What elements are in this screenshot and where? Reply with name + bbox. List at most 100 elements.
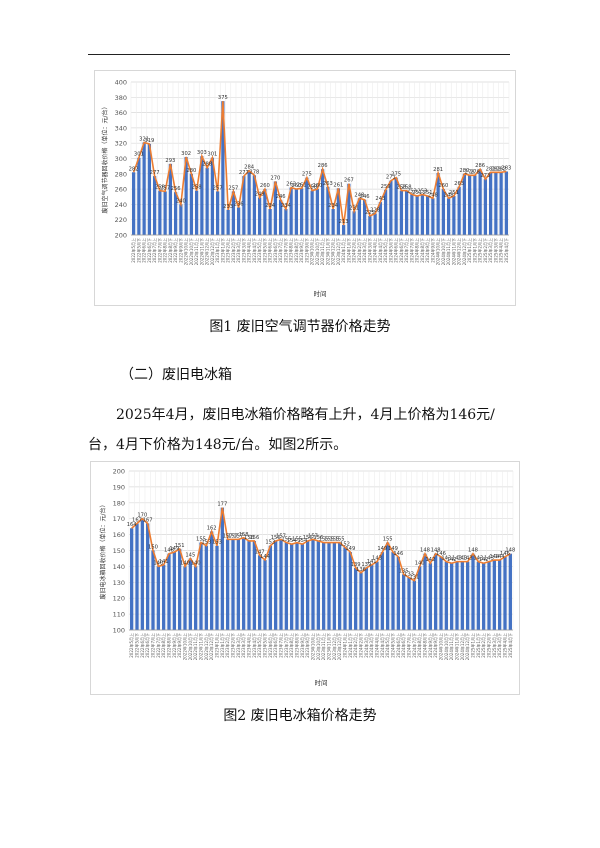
figure2-xtick-label: 2024年12月上 — [459, 633, 465, 660]
figure2-xtick-label: 2022年12月上 — [203, 633, 209, 660]
figure1-xtick-label: 2024年3月下 — [366, 238, 372, 263]
figure1-data-label: 246 — [276, 194, 286, 200]
figure2-data-label: 156 — [303, 535, 313, 541]
figure1-data-label: 234 — [328, 203, 339, 209]
figure2-ytick-label: 100 — [113, 627, 125, 635]
figure2-xtick-label: 2022年12月下 — [208, 633, 214, 660]
figure2-bar — [252, 540, 256, 630]
figure1-xtick-label: 2025年1月上 — [466, 238, 472, 263]
figure2-data-label: 151 — [175, 543, 185, 549]
figure1-xtick-label: 2022年8月上 — [162, 238, 168, 263]
figure2-xtick-label: 2023年5月下 — [262, 633, 268, 658]
figure1-bar — [326, 186, 330, 235]
figure2-xtick-label: 2024年11月下 — [454, 633, 460, 660]
figure1-bar — [210, 157, 215, 235]
figure2-data-label: 143 — [463, 556, 473, 562]
figure1-data-label: 282 — [496, 166, 506, 172]
figure2-data-label: 140 — [415, 560, 425, 566]
figure1-xtick-label: 2022年7月上 — [151, 238, 157, 263]
figure1-xtick-label: 2025年4月上 — [498, 238, 504, 263]
figure2-bar — [284, 542, 288, 630]
figure1-bar — [137, 157, 141, 235]
figure1-data-label: 248 — [354, 192, 364, 198]
figure2-xtick-label: 2023年1月上 — [214, 633, 220, 658]
figure1-bar — [478, 169, 482, 235]
figure1-data-label: 278 — [470, 169, 480, 175]
figure2-xtick-label: 2022年5月上 — [128, 633, 134, 658]
figure2-bar — [370, 564, 374, 630]
figure2-xtick-label: 2025年1月下 — [475, 633, 481, 658]
figure1-xtick-label: 2024年3月上 — [361, 238, 367, 263]
figure2-bar — [242, 537, 246, 630]
figure1-xtick-label: 2024年9月下 — [429, 238, 435, 263]
figure2-xtick-label: 2023年6月下 — [272, 633, 278, 658]
figure2-xtick-label: 2022年8月上 — [160, 633, 166, 658]
figure1-bar — [462, 173, 467, 235]
figure1-bar — [278, 199, 283, 235]
figure1-data-label: 249 — [255, 192, 265, 198]
figure2-data-label: 164 — [127, 522, 138, 528]
figure2-data-label: 146 — [393, 551, 403, 557]
figure1-bar — [263, 189, 267, 235]
figure1-data-label: 275 — [391, 172, 401, 178]
figure1-data-label: 248 — [444, 192, 454, 198]
figure1-data-label: 251 — [423, 190, 433, 196]
figure1-xtick-label: 2024年7月上 — [403, 238, 409, 263]
figure2-bar — [231, 539, 235, 630]
figure1-data-label: 283 — [501, 166, 511, 172]
figure2-data-label: 157 — [228, 533, 238, 539]
figure2-data-label: 153 — [201, 540, 211, 546]
figure1-data-label: 225 — [365, 210, 375, 216]
figure1-xtick-label: 2024年7月下 — [408, 238, 414, 263]
figure2-data-label: 157 — [308, 533, 318, 539]
figure1-data-label: 267 — [344, 178, 354, 184]
figure1-xtick-label: 2024年4月上 — [372, 238, 378, 263]
figure1-series-line — [132, 101, 507, 226]
figure1-bar — [247, 170, 251, 235]
figure1-bar — [494, 172, 498, 235]
figure2-xtick-label: 2022年6月上 — [139, 633, 145, 658]
figure1-bar — [446, 198, 451, 235]
figure1-data-label: 262 — [286, 182, 296, 188]
figure2-xtick-label: 2022年8月下 — [166, 633, 172, 658]
figure2-data-label: 150 — [148, 545, 158, 551]
figure1-xtick-label: 2025年2月下 — [482, 238, 488, 263]
figure1-xtick-label: 2022年10月下 — [188, 238, 194, 265]
figure1-xtick-label: 2023年5月上 — [256, 238, 262, 263]
figure2-bar — [178, 548, 182, 630]
figure2-ytick-label: 180 — [113, 499, 125, 507]
figure2-bar — [354, 567, 358, 630]
figure2-data-label: 142 — [425, 557, 435, 563]
figure2-data-label: 155 — [319, 537, 329, 543]
figure2-bar — [498, 560, 502, 630]
figure2-data-label: 140 — [153, 560, 163, 566]
figure1-data-label: 234 — [281, 203, 292, 209]
figure1-bar — [142, 142, 146, 235]
figure1-xtick-label: 2024年5月上 — [382, 238, 388, 263]
figure2-data-label: 149 — [345, 546, 355, 552]
figure2-xtick-label: 2023年7月下 — [283, 633, 289, 658]
figure1-chart: 200 220 240 260 280 300 320 340 360 380 400 282 301 3… — [94, 70, 516, 306]
figure1-xtick-label: 2024年4月下 — [377, 238, 383, 263]
figure1-bar — [252, 175, 257, 235]
figure1-data-label: 288 — [202, 162, 212, 168]
figure1-bar — [273, 181, 278, 235]
paragraph-line-2: 台，4月下价格为148元/台。如图2所示。 — [88, 437, 348, 453]
figure1-data-label: 257 — [213, 185, 223, 191]
figure1-xtick-label: 2022年5月上 — [130, 238, 136, 263]
figure1-data-label: 258 — [155, 185, 165, 191]
figure1-xtick-label: 2023年12月下 — [335, 238, 341, 265]
figure2-data-label: 155 — [281, 537, 291, 543]
figure2-xtick-label: 2024年4月下 — [379, 633, 385, 658]
figure1-ytick-label: 400 — [115, 79, 127, 87]
figure2-xtick-label: 2023年9月上 — [299, 633, 305, 658]
figure2-xtick-label: 2022年11月下 — [198, 633, 204, 660]
figure1-data-label: 251 — [412, 190, 422, 196]
figure1-data-label: 278 — [465, 169, 475, 175]
figure1-ylabel: 废旧空气调节器回收价格（单位：元/台） — [101, 103, 109, 213]
figure1-bar — [488, 172, 493, 235]
figure1-xtick-label: 2022年12月下 — [209, 238, 215, 265]
figure1-xtick-label: 2024年12月下 — [461, 238, 467, 265]
figure1-data-label: 301 — [207, 152, 217, 158]
figure1-data-label: 233 — [223, 204, 233, 210]
